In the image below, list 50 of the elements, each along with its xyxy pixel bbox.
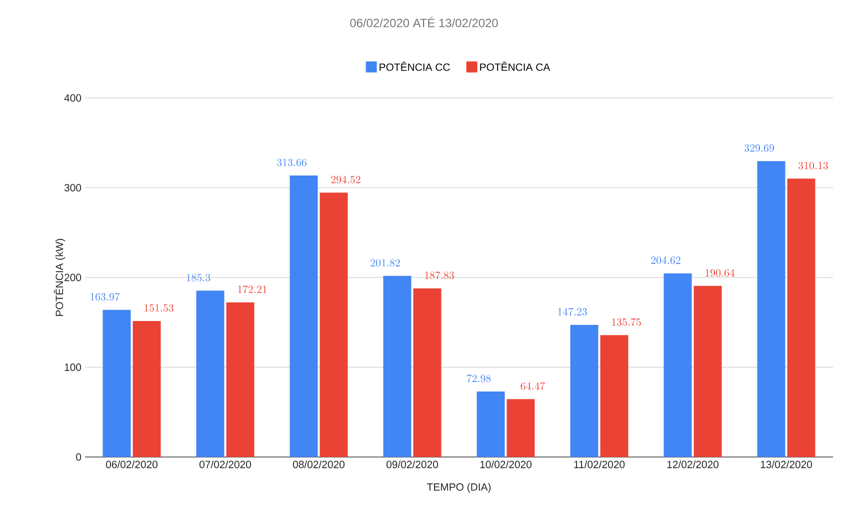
- x-tick-label: 09/02/2020: [386, 460, 438, 468]
- y-tick-label: 0: [76, 453, 82, 461]
- bar: [290, 175, 318, 457]
- data-label: 151 .53: [144, 304, 174, 312]
- bar: [570, 324, 598, 457]
- data-label: 163.97: [90, 292, 120, 301]
- data-label: 185.3: [186, 274, 210, 282]
- bar: [383, 276, 412, 457]
- bar: [476, 391, 505, 457]
- data-label: 313.66: [277, 158, 306, 166]
- bar: [320, 192, 348, 457]
- bar: [226, 302, 254, 457]
- y-tick-label: 100: [64, 364, 82, 371]
- bar: [757, 161, 786, 457]
- x-tick-label: 12/02/2020: [667, 460, 719, 468]
- x-tick-label: 13/02/2020: [760, 460, 812, 468]
- bar: [600, 335, 628, 457]
- x-axis-title: TEMPO (DIA): [426, 483, 491, 493]
- bar: [132, 320, 161, 457]
- data-label: 172.21: [238, 286, 267, 294]
- bar: [787, 178, 816, 457]
- bar: [196, 290, 224, 457]
- x-tick-label: 08/02/2020: [292, 460, 345, 468]
- bar: [413, 288, 442, 457]
- y-axis-title: POTÊNCIA (kW): [54, 238, 66, 316]
- x-tick-label: 11/02/2020: [574, 460, 625, 468]
- data-label: 72.98: [466, 374, 491, 382]
- data-label: 294.52: [331, 176, 360, 184]
- x-tick-label: 07/02/2020: [199, 460, 252, 468]
- x-tick-label: 10/02/2020: [480, 460, 532, 468]
- data-label: 329.69: [744, 144, 774, 152]
- y-tick-label: 300: [64, 184, 82, 192]
- bar: [694, 286, 722, 457]
- data-label: 190.64: [706, 268, 735, 277]
- legend-label: POTÊNCIA CA: [480, 62, 550, 71]
- data-label: 201 .82: [370, 259, 400, 267]
- bar: [664, 273, 692, 457]
- data-label: 310. 13: [798, 162, 828, 170]
- data-label: 135.75: [612, 318, 641, 326]
- data-label: 64.47: [520, 382, 546, 390]
- data-label: 187.83: [425, 272, 454, 280]
- legend-label: POTÊNCIA CC: [380, 62, 450, 71]
- x-tick-label: 06/02/2020: [106, 460, 158, 468]
- y-tick-label: 200: [64, 274, 82, 282]
- bar: [102, 310, 131, 457]
- chart-title: 06/02/2020 ATÉ 13/02/2020: [350, 16, 498, 28]
- data-label: 147.23: [558, 308, 587, 316]
- bar: [506, 399, 535, 457]
- y-tick-label: 400: [64, 94, 82, 102]
- data-label: 204.62: [651, 256, 680, 264]
